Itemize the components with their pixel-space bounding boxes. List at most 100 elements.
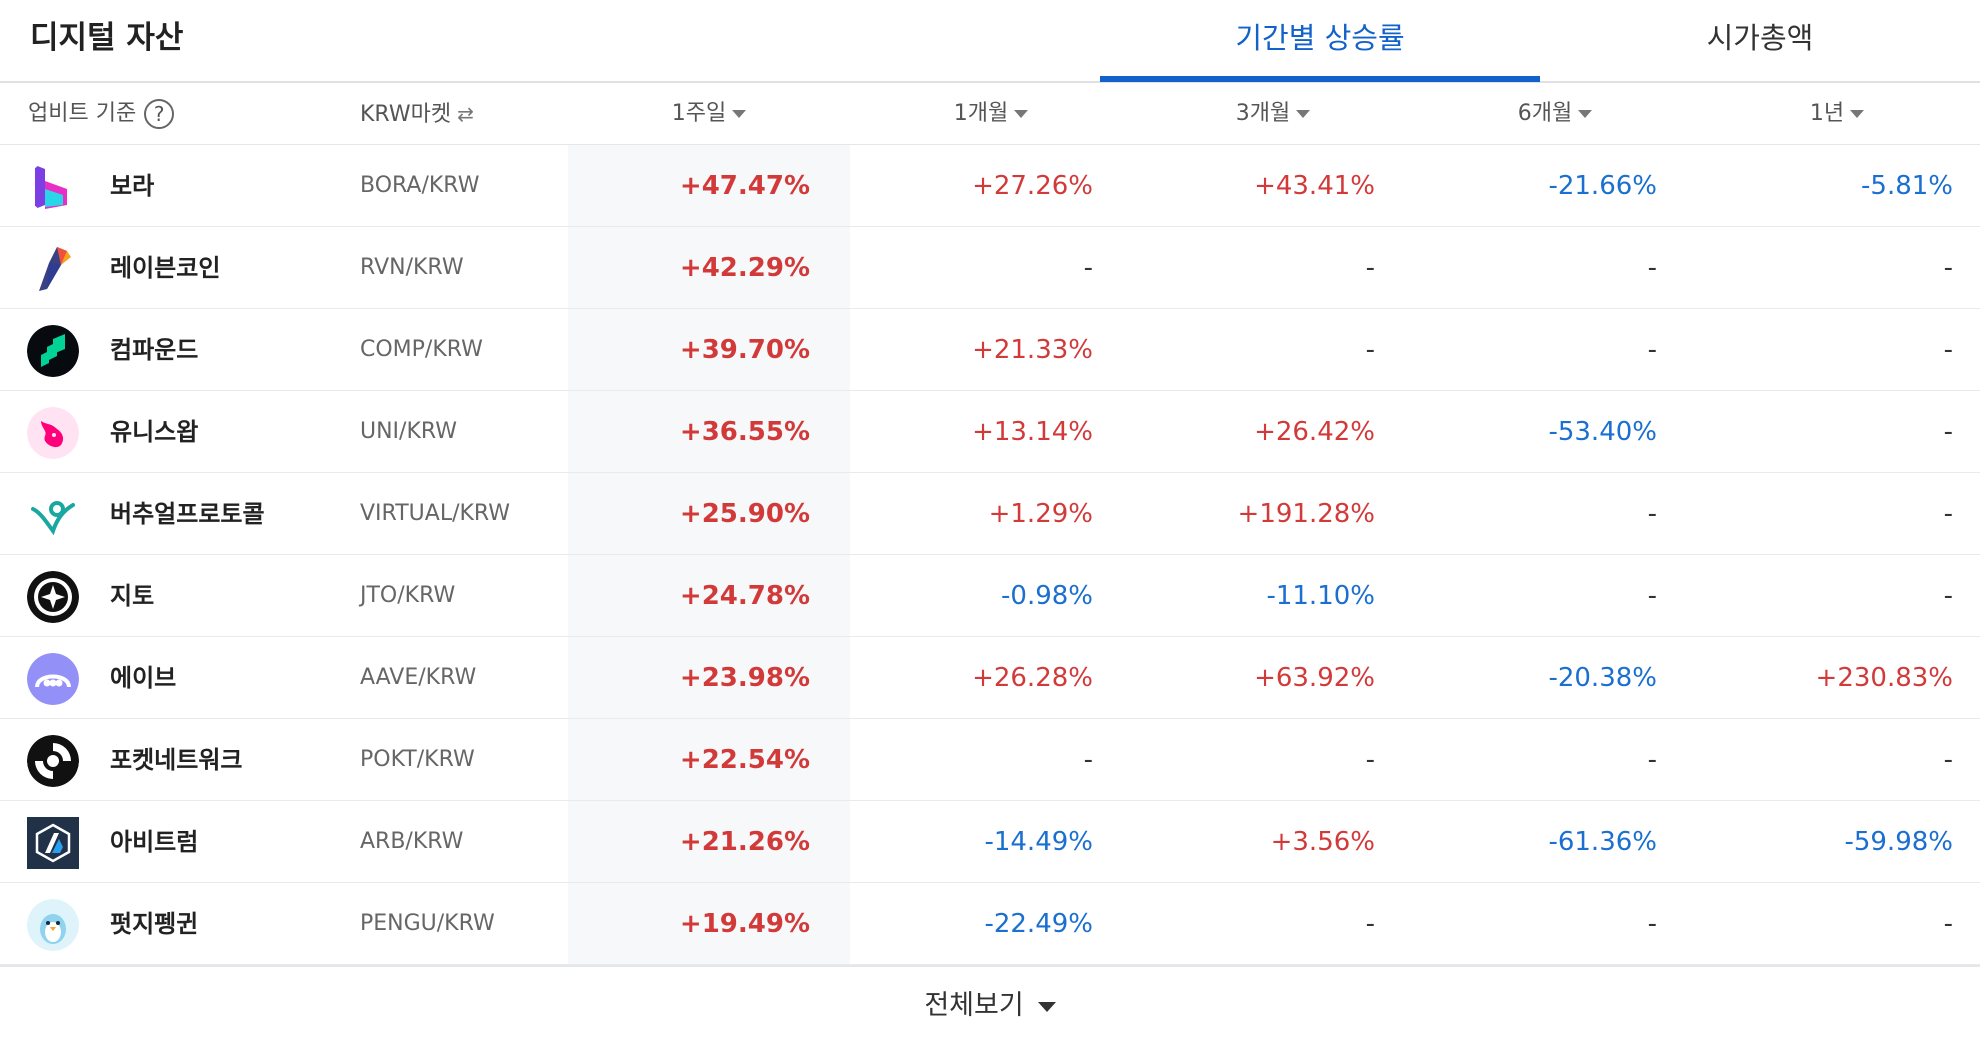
value-1month: -14.49% — [984, 827, 1093, 857]
value-1month: - — [1083, 745, 1093, 775]
period-label: 1년 — [1809, 101, 1845, 126]
table-row[interactable]: 버추얼프로토콜 VIRTUAL/KRW +25.90% +1.29% +191.… — [0, 473, 1980, 555]
coin-market: POKT/KRW — [360, 747, 475, 772]
period-label: 1주일 — [671, 101, 727, 126]
period-label: 1개월 — [953, 101, 1009, 126]
view-all-bar: 전체보기 — [0, 965, 1980, 1046]
coin-name: 펏지펭귄 — [110, 910, 199, 938]
value-1month: +26.28% — [972, 663, 1093, 693]
basis-label: 업비트 기준 — [28, 101, 137, 126]
value-1month: +27.26% — [972, 171, 1093, 201]
caret-down-icon — [732, 110, 747, 118]
value-6month: -61.36% — [1548, 827, 1657, 857]
pocket-network-logo-icon — [27, 735, 79, 787]
chevron-down-icon — [1037, 1001, 1056, 1012]
sort-1year[interactable]: 1년 — [1696, 83, 1978, 145]
value-1year: -5.81% — [1861, 171, 1953, 201]
tab-market-cap[interactable]: 시가총액 — [1706, 21, 1814, 55]
uniswap-logo-icon — [27, 407, 79, 459]
sort-6month[interactable]: 6개월 — [1414, 83, 1696, 145]
tab-period-return[interactable]: 기간별 상승률 — [1100, 0, 1540, 82]
coin-name: 보라 — [110, 172, 155, 200]
table-row[interactable]: 레이븐코인 RVN/KRW +42.29% - - - - — [0, 227, 1980, 309]
arbitrum-logo-icon — [27, 817, 79, 869]
value-1month: -22.49% — [984, 909, 1093, 939]
value-6month: -20.38% — [1548, 663, 1657, 693]
value-1month: +21.33% — [972, 335, 1093, 365]
value-1year: - — [1943, 581, 1953, 611]
table-row[interactable]: 펏지펭귄 PENGU/KRW +19.49% -22.49% - - - — [0, 883, 1980, 965]
sort-1week[interactable]: 1주일 — [568, 83, 850, 145]
jito-logo-icon — [27, 571, 79, 623]
value-3month: +3.56% — [1270, 827, 1375, 857]
value-1week: +25.90% — [679, 499, 810, 529]
caret-down-icon — [1850, 110, 1865, 118]
value-1month: - — [1083, 253, 1093, 283]
value-6month: - — [1647, 909, 1657, 939]
coin-market: RVN/KRW — [360, 255, 464, 280]
asset-list: 보라 BORA/KRW +47.47% +27.26% +43.41% -21.… — [0, 145, 1980, 965]
compound-logo-icon — [27, 325, 79, 377]
value-1year: - — [1943, 335, 1953, 365]
value-6month: - — [1647, 745, 1657, 775]
bora-logo-icon — [35, 165, 67, 209]
value-1week: +21.26% — [679, 827, 810, 857]
caret-down-icon — [1296, 110, 1311, 118]
table-row[interactable]: 컴파운드 COMP/KRW +39.70% +21.33% - - - — [0, 309, 1980, 391]
table-row[interactable]: 지토 JTO/KRW +24.78% -0.98% -11.10% - - — [0, 555, 1980, 637]
table-row[interactable]: 에이브 AAVE/KRW +23.98% +26.28% +63.92% -20… — [0, 637, 1980, 719]
market-label: KRW마켓 — [360, 102, 452, 127]
value-1week: +36.55% — [679, 417, 810, 447]
value-1year: - — [1943, 417, 1953, 447]
coin-name: 포켓네트워크 — [110, 746, 243, 774]
caret-down-icon — [1014, 110, 1029, 118]
value-1week: +22.54% — [679, 745, 810, 775]
value-6month: - — [1647, 499, 1657, 529]
value-1year: - — [1943, 745, 1953, 775]
sorted-column-body-highlight — [568, 145, 850, 965]
value-1week: +24.78% — [679, 581, 810, 611]
value-1year: +230.83% — [1815, 663, 1953, 693]
basis-label-group: 업비트 기준? — [28, 83, 175, 145]
value-1month: +1.29% — [988, 499, 1093, 529]
table-row[interactable]: 아비트럼 ARB/KRW +21.26% -14.49% +3.56% -61.… — [0, 801, 1980, 883]
coin-name: 아비트럼 — [110, 828, 199, 856]
pudgy-penguins-logo-icon — [27, 899, 79, 951]
sort-1month[interactable]: 1개월 — [850, 83, 1132, 145]
coin-market: JTO/KRW — [360, 583, 456, 608]
value-3month: +26.42% — [1254, 417, 1375, 447]
value-1week: +39.70% — [679, 335, 810, 365]
coin-market: COMP/KRW — [360, 337, 483, 362]
value-3month: -11.10% — [1266, 581, 1375, 611]
value-1month: +13.14% — [972, 417, 1093, 447]
virtual-protocol-logo-icon — [31, 501, 75, 536]
value-3month: +191.28% — [1237, 499, 1375, 529]
page-title: 디지털 자산 — [30, 20, 184, 56]
header: 디지털 자산 기간별 상승률 시가총액 — [0, 0, 1980, 83]
sort-3month[interactable]: 3개월 — [1132, 83, 1414, 145]
value-3month: +63.92% — [1254, 663, 1375, 693]
column-header-row: 업비트 기준? KRW마켓 ⇄ 1주일 1개월 3개월 6개월 1년 — [0, 83, 1980, 145]
table-row[interactable]: 포켓네트워크 POKT/KRW +22.54% - - - - — [0, 719, 1980, 801]
caret-down-icon — [1578, 110, 1593, 118]
view-all-button[interactable]: 전체보기 — [924, 967, 1056, 1045]
value-1week: +47.47% — [679, 171, 810, 201]
value-3month: - — [1365, 909, 1375, 939]
value-1month: -0.98% — [1001, 581, 1093, 611]
value-1year: - — [1943, 499, 1953, 529]
value-3month: +43.41% — [1254, 171, 1375, 201]
coin-name: 지토 — [110, 582, 155, 610]
period-label: 6개월 — [1517, 101, 1573, 126]
help-icon[interactable]: ? — [144, 99, 175, 129]
table-row[interactable]: 유니스왑 UNI/KRW +36.55% +13.14% +26.42% -53… — [0, 391, 1980, 473]
table-row[interactable]: 보라 BORA/KRW +47.47% +27.26% +43.41% -21.… — [0, 145, 1980, 227]
coin-name: 버추얼프로토콜 — [110, 500, 265, 528]
value-1week: +19.49% — [679, 909, 810, 939]
value-1year: -59.98% — [1844, 827, 1953, 857]
view-all-label: 전체보기 — [924, 990, 1024, 1021]
period-label: 3개월 — [1235, 101, 1291, 126]
value-1week: +42.29% — [679, 253, 810, 283]
value-3month: - — [1365, 335, 1375, 365]
market-toggle[interactable]: KRW마켓 ⇄ — [360, 83, 474, 145]
aave-logo-icon — [27, 653, 79, 705]
